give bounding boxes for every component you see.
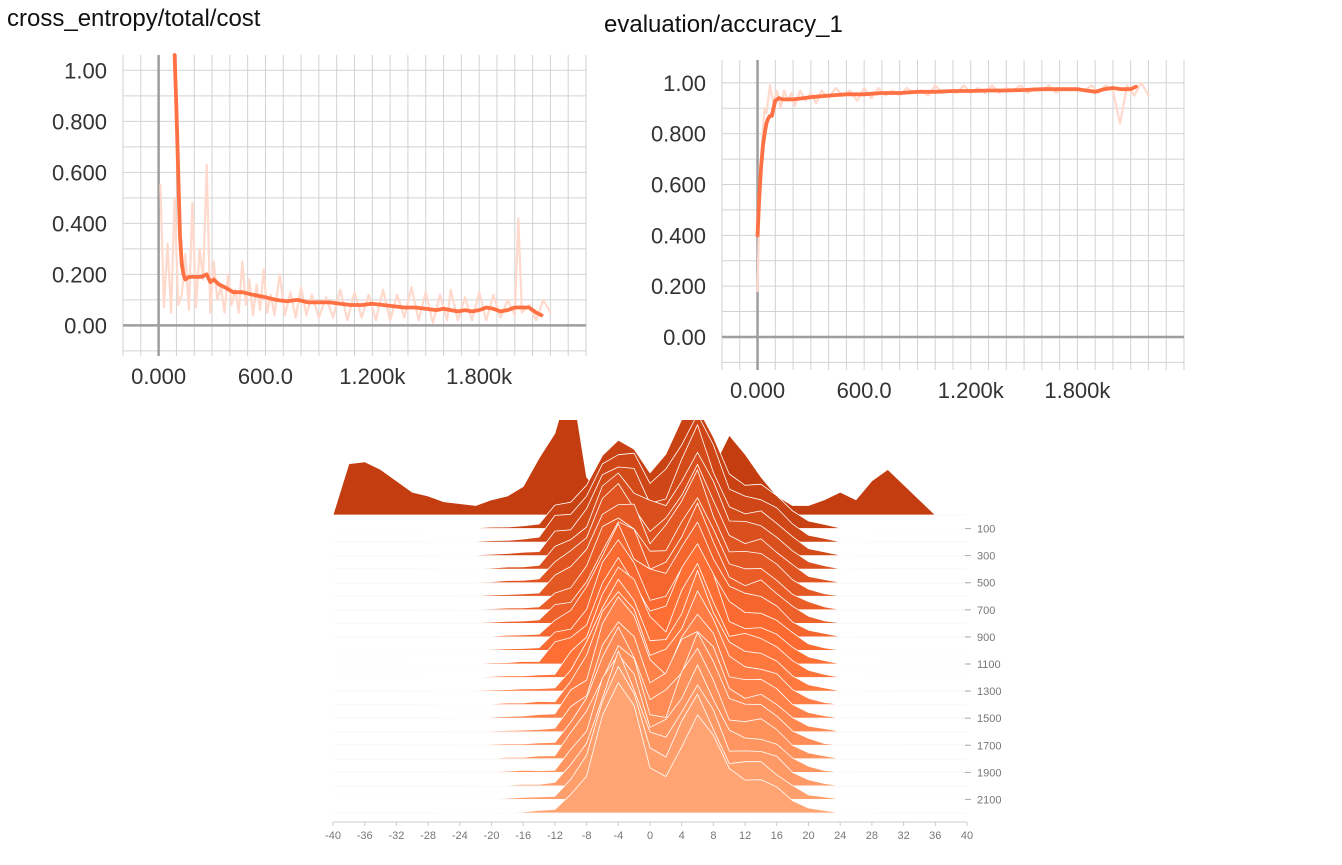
hist-layers (332, 420, 968, 814)
hist-x-tick-label: -20 (484, 830, 500, 842)
hist-step-900 (332, 521, 968, 638)
hist-y-tick-label: 500 (977, 578, 995, 590)
acc-x-tick-label: 600.0 (837, 378, 892, 403)
cost-y-tick-label: 0.00 (64, 313, 107, 338)
hist-x-tick-label: 16 (771, 830, 783, 842)
cost-x-tick-label: 0.000 (131, 364, 186, 389)
acc-x-tick-label: 1.800k (1044, 378, 1111, 403)
cost-series-smoothed (172, 53, 544, 318)
hist-x-tick-label: -4 (613, 830, 623, 842)
acc-series-smoothed (755, 84, 1138, 238)
acc-y-tick-label: 0.00 (663, 325, 706, 350)
cost-y-tick-label: 1.00 (64, 58, 107, 83)
acc-y-tick-label: 0.600 (651, 173, 706, 198)
hist-y-tick-label: 1900 (977, 767, 1001, 779)
hist-x-tick-label: -28 (420, 830, 436, 842)
hist-y-tick-label: 1300 (977, 686, 1001, 698)
hist-x-tick-label: 20 (802, 830, 814, 842)
acc-y-tick-label: 0.800 (651, 122, 706, 147)
hist-y-tick-label: 300 (977, 551, 995, 563)
hist-step-400 (332, 451, 968, 570)
hist-x-tick-label: -16 (515, 830, 531, 842)
chart-title-accuracy: evaluation/accuracy_1 (604, 11, 843, 38)
hist-x-tick-label: 8 (710, 830, 716, 842)
hist-y-tick-label: 900 (977, 632, 995, 644)
chart-panel-accuracy: evaluation/accuracy_1 0.00 0.200 0.400 0.60… (600, 0, 1200, 410)
cost-y-tick-label: 0.200 (52, 262, 107, 287)
chart-histogram: 100 300 500 700 900 1100 1300 1500 1700 1900 2100 -… (325, 420, 1001, 842)
hist-x-tick-label: -12 (547, 830, 563, 842)
hist-x-tick-label: 32 (897, 830, 909, 842)
acc-x-tick-label: 0.000 (730, 378, 785, 403)
hist-y-tick-label: 1700 (977, 740, 1001, 752)
chart-title-cost: cross_entropy/total/cost (7, 5, 261, 32)
hist-x-tick-label: -24 (452, 830, 468, 842)
acc-y-tick-label: 0.200 (651, 274, 706, 299)
cost-y-tick-label: 0.800 (52, 109, 107, 134)
hist-y-tick-label: 1100 (977, 659, 1001, 671)
hist-step-1200 (332, 563, 968, 678)
acc-y-tick-label: 0.400 (651, 223, 706, 248)
cost-y-tick-label: 0.600 (52, 160, 107, 185)
acc-y-tick-label: 1.00 (663, 71, 706, 96)
hist-step-100 (332, 420, 968, 529)
chart-cost: 0.00 0.200 0.400 0.600 0.800 1.00 0.000 600.0 1.… (52, 53, 587, 389)
hist-x-tick-label: 4 (679, 830, 685, 842)
hist-x-tick-label: 36 (929, 830, 941, 842)
chart-panel-cost: cross_entropy/total/cost 0.00 0.200 0.400 0… (0, 0, 600, 410)
hist-x-tick-label: 40 (961, 830, 973, 842)
hist-y-tick-label: 2100 (977, 794, 1001, 806)
chart-panel-histogram: 100 300 500 700 900 1100 1300 1500 1700 1900 2100 -… (300, 420, 1020, 865)
hist-x-tick-label: -32 (388, 830, 404, 842)
hist-x-tick-label: 0 (647, 830, 653, 842)
hist-step-700 (332, 497, 968, 611)
hist-x-tick-label: 28 (866, 830, 878, 842)
acc-x-tick-label: 1.200k (938, 378, 1005, 403)
acc-grid (721, 60, 1185, 370)
hist-y-tick-label: 700 (977, 605, 995, 617)
chart-accuracy: 0.00 0.200 0.400 0.600 0.800 1.00 0.000 600.0 1.… (651, 60, 1185, 403)
cost-series-raw (159, 163, 552, 324)
hist-x-tick-label: -8 (582, 830, 592, 842)
hist-x-tick-label: -36 (357, 830, 373, 842)
hist-x-tick-label: 12 (739, 830, 751, 842)
hist-x-tick-label: 24 (834, 830, 846, 842)
hist-y-tick-label: 100 (977, 524, 995, 536)
cost-x-tick-label: 1.800k (446, 364, 513, 389)
cost-x-tick-label: 1.200k (339, 364, 406, 389)
cost-y-tick-label: 0.400 (52, 211, 107, 236)
hist-y-tick-label: 1500 (977, 713, 1001, 725)
hist-step-2200 (332, 682, 968, 814)
cost-x-tick-label: 600.0 (238, 364, 293, 389)
hist-x-tick-label: -40 (325, 830, 341, 842)
